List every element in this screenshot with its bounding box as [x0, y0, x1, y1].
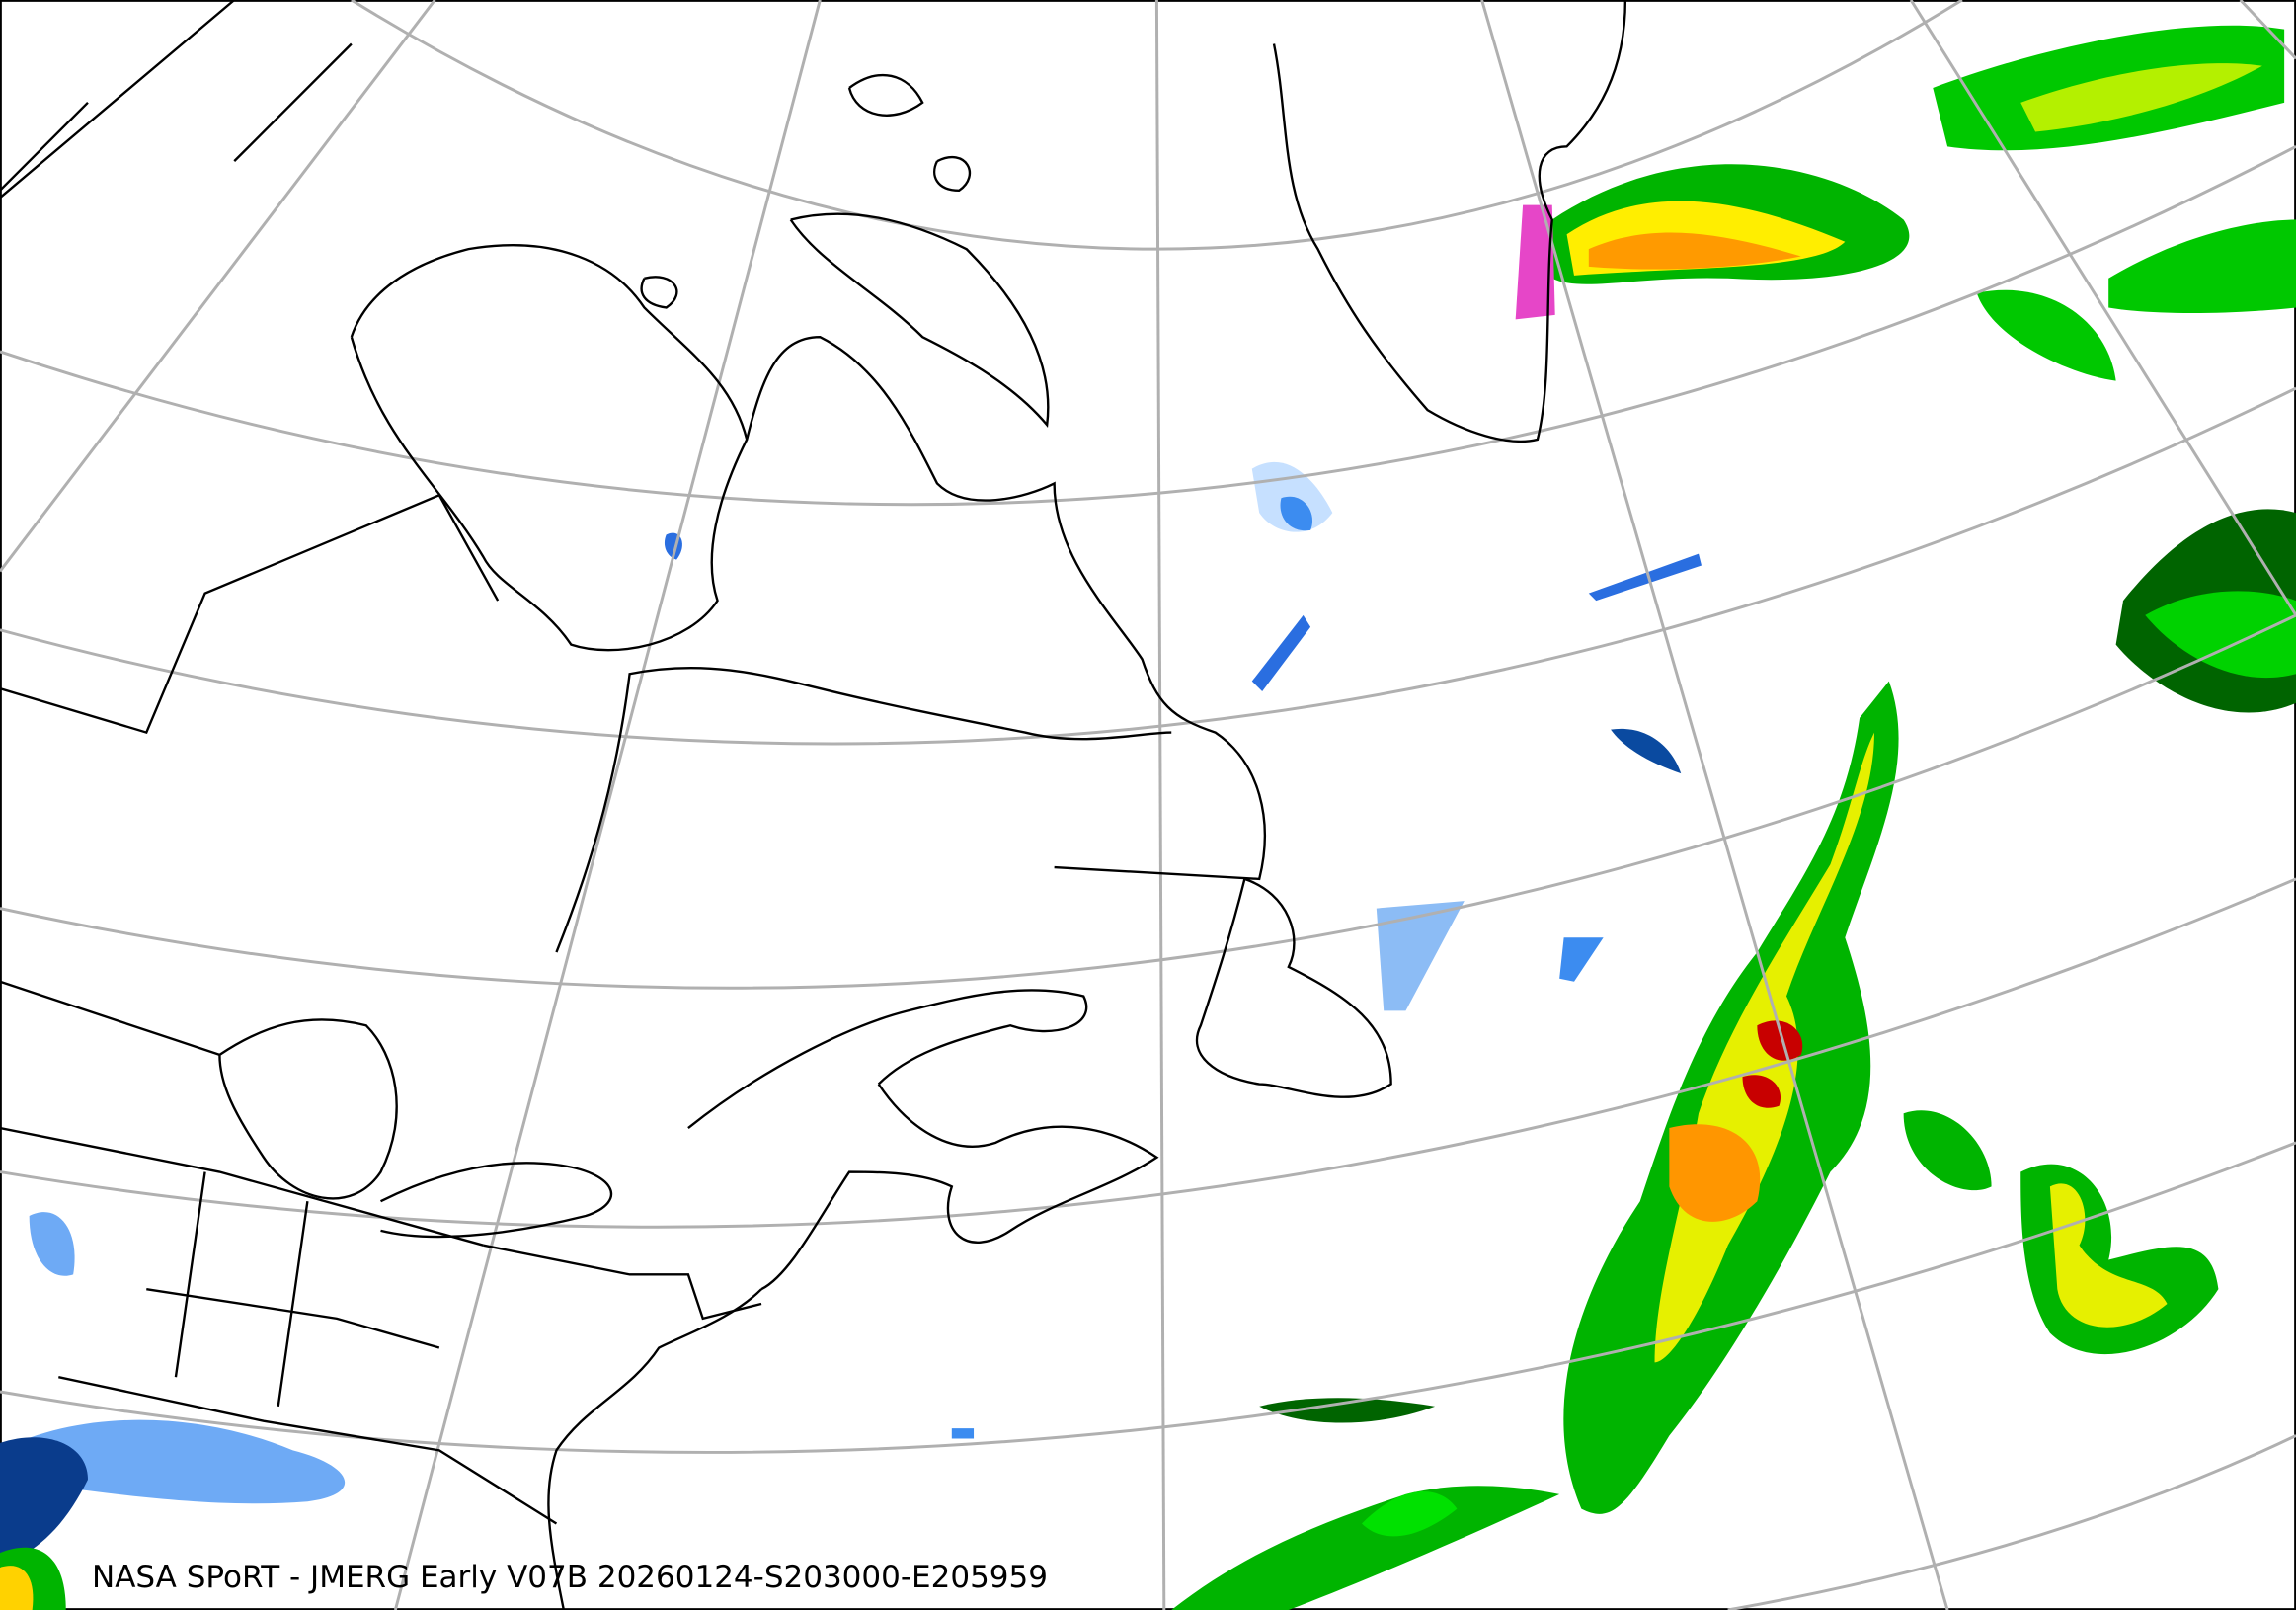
state-borders [0, 1126, 558, 1525]
precip-dark-blue [0, 1437, 88, 1568]
latitude-line [1727, 1434, 2296, 1610]
map-caption: NASA SPoRT - JMERG Early V07B 20260124-S… [92, 1560, 1048, 1595]
quebec-coast [555, 666, 1172, 953]
precip-blob [2108, 219, 2296, 314]
precip-blob-east-core [2145, 591, 2296, 679]
newfoundland-coast [1195, 877, 1392, 1098]
latitude-line [0, 877, 2296, 1229]
precip-blob [1259, 1398, 1436, 1423]
precip-red-core [1742, 1075, 1781, 1108]
longitude-line [1480, 0, 1949, 1610]
longitude-line [0, 0, 436, 573]
precipitation-layer [0, 25, 2296, 1610]
precip-blob [29, 1212, 75, 1276]
baffin-island-coast [789, 212, 1050, 428]
great-lakes [218, 1018, 613, 1239]
precip-blob [1976, 289, 2116, 381]
longitude-line [1154, 0, 1166, 1610]
labrador-coast [746, 335, 1266, 881]
precip-blob [951, 1428, 975, 1439]
precip-southwest-snow [0, 1419, 346, 1509]
precip-band-ne-core [2020, 63, 2262, 132]
hudson-bay-coast [350, 244, 749, 652]
latitude-line [0, 145, 2296, 507]
coastlines [0, 0, 1627, 1610]
longitude-line [393, 0, 822, 1610]
precip-red-core [1757, 1020, 1803, 1061]
precip-band-south [1171, 1486, 1560, 1610]
st-lawrence-coast [687, 989, 1088, 1129]
precip-blob-se-core [2049, 1183, 2168, 1328]
precip-blob [1361, 1490, 1458, 1537]
precip-blob [1280, 496, 1313, 531]
precip-blob [1611, 728, 1682, 774]
longitude-line [2239, 0, 2296, 60]
precip-blob [0, 1566, 34, 1610]
us-east-coast [547, 1288, 762, 1610]
precip-orange-core [1669, 1124, 1761, 1222]
precip-magenta-coast [1515, 204, 1555, 320]
precip-streak [1251, 614, 1311, 692]
precip-streak [1588, 553, 1702, 602]
province-borders [0, 0, 500, 735]
precip-blob [1376, 901, 1465, 1011]
latitude-line [0, 613, 2296, 990]
precip-blob [1559, 937, 1604, 982]
maritimes-coast [760, 1083, 1159, 1291]
longitude-line [1909, 0, 2296, 616]
arctic-islands [640, 73, 972, 309]
latitude-line [0, 386, 2296, 746]
canada-us-border [0, 980, 762, 1321]
greenland-coast [1272, 0, 1627, 443]
precip-blob [1903, 1110, 1992, 1191]
precip-core-orange [1588, 232, 1801, 270]
